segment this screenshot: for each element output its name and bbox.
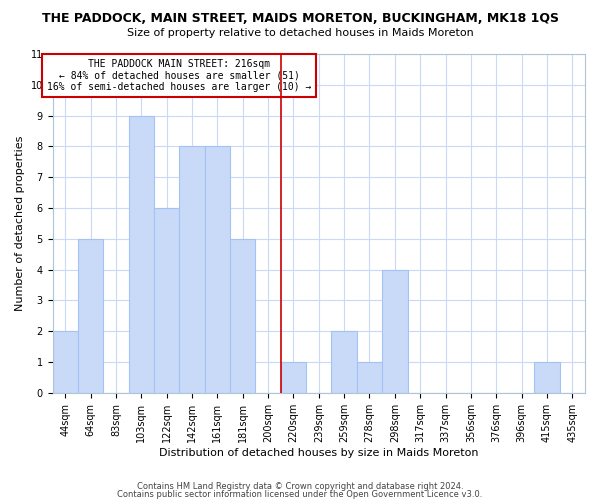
Text: THE PADDOCK, MAIN STREET, MAIDS MORETON, BUCKINGHAM, MK18 1QS: THE PADDOCK, MAIN STREET, MAIDS MORETON,… <box>41 12 559 26</box>
Text: THE PADDOCK MAIN STREET: 216sqm
← 84% of detached houses are smaller (51)
16% of: THE PADDOCK MAIN STREET: 216sqm ← 84% of… <box>47 59 311 92</box>
Text: Contains public sector information licensed under the Open Government Licence v3: Contains public sector information licen… <box>118 490 482 499</box>
Bar <box>534 362 560 393</box>
Bar <box>53 331 78 393</box>
Text: Size of property relative to detached houses in Maids Moreton: Size of property relative to detached ho… <box>127 28 473 38</box>
Bar <box>179 146 205 393</box>
Bar <box>382 270 407 393</box>
Text: Contains HM Land Registry data © Crown copyright and database right 2024.: Contains HM Land Registry data © Crown c… <box>137 482 463 491</box>
Bar <box>128 116 154 393</box>
Y-axis label: Number of detached properties: Number of detached properties <box>15 136 25 311</box>
Bar <box>78 239 103 393</box>
X-axis label: Distribution of detached houses by size in Maids Moreton: Distribution of detached houses by size … <box>159 448 479 458</box>
Bar <box>357 362 382 393</box>
Bar <box>154 208 179 393</box>
Bar <box>281 362 306 393</box>
Bar <box>331 331 357 393</box>
Bar <box>205 146 230 393</box>
Bar <box>230 239 256 393</box>
